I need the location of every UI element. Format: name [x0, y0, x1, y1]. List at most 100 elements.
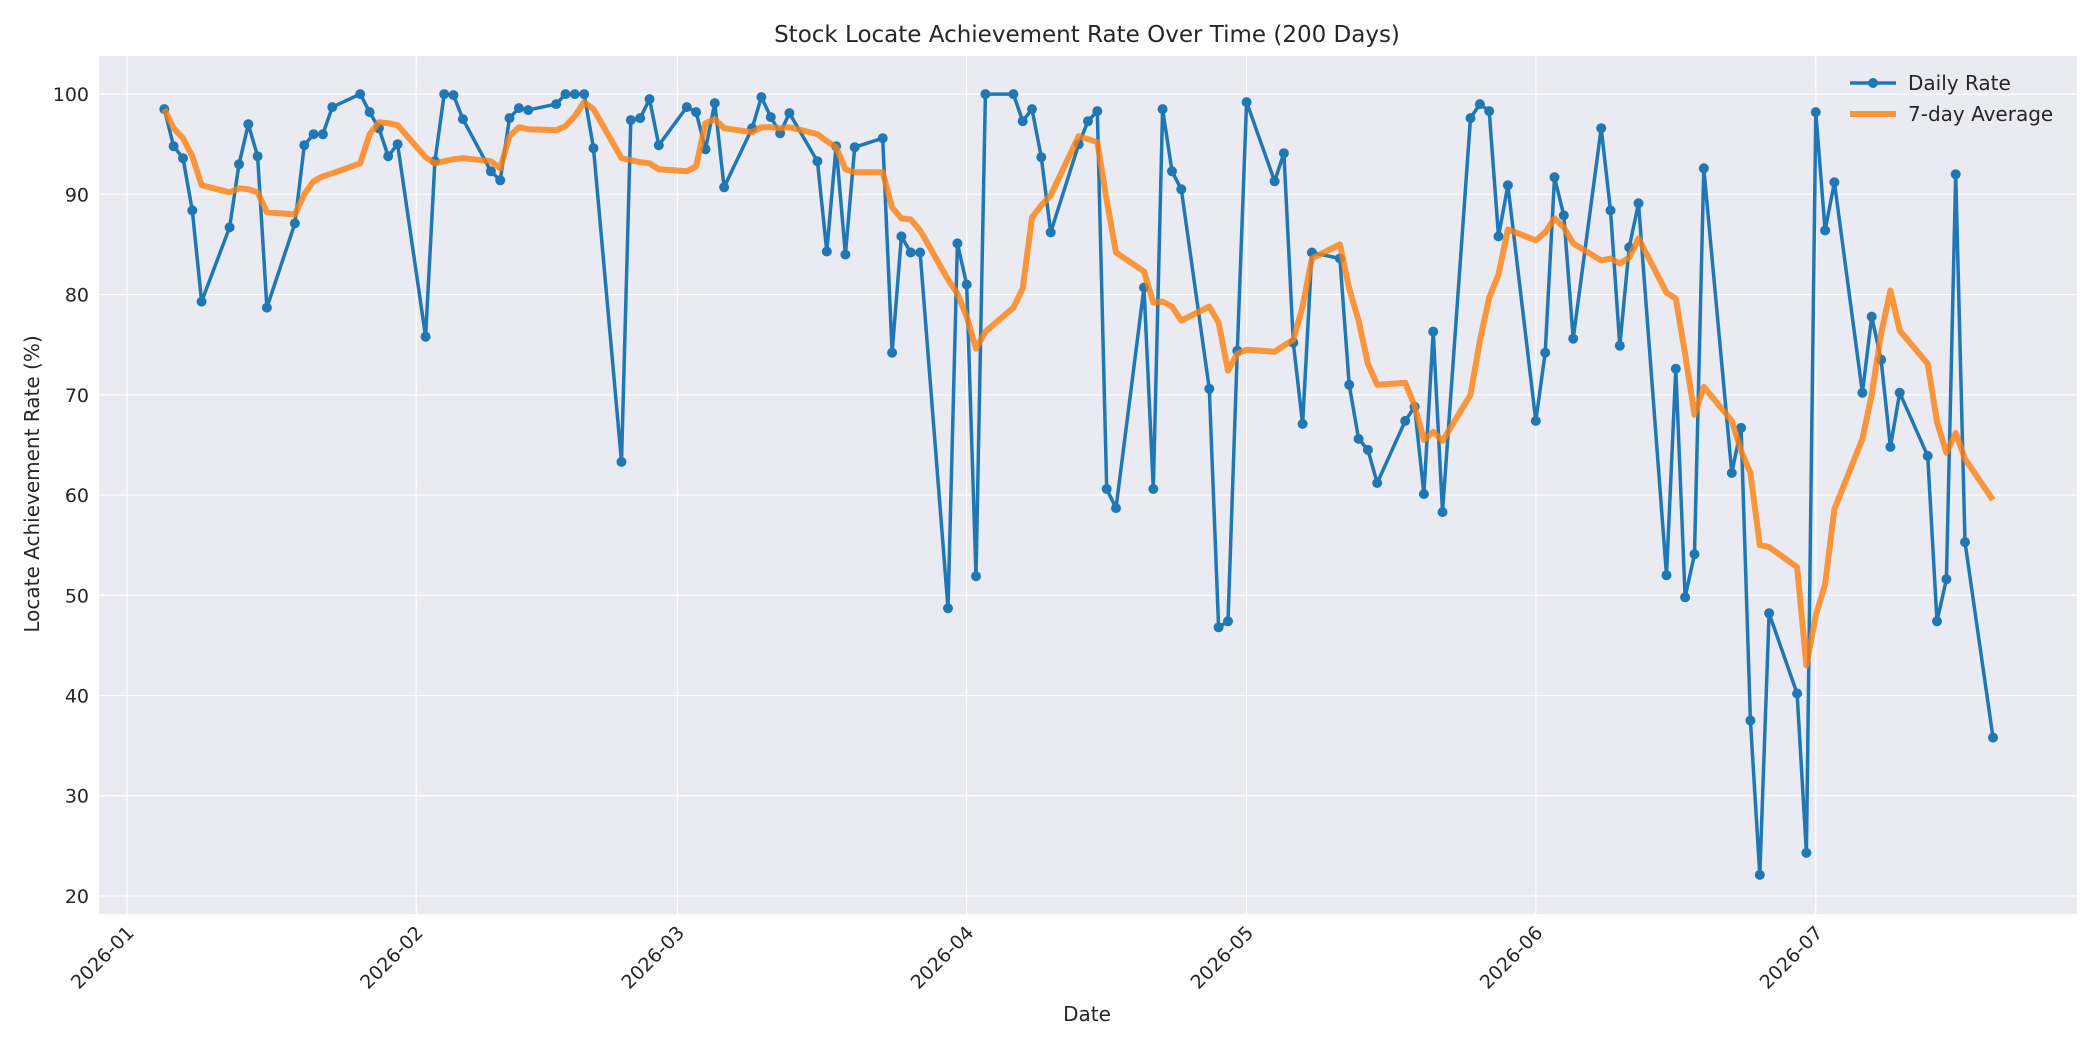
daily-rate-point	[1670, 363, 1681, 374]
x-axis-ticks: 2026-01 2026-02 2026-03 2026-04 2026-05 2026-…	[67, 922, 1827, 994]
chart-title: Stock Locate Achievement Rate Over Time …	[774, 22, 1400, 48]
daily-rate-point	[1922, 450, 1933, 461]
daily-rate-point	[719, 182, 730, 193]
daily-rate-point	[308, 129, 319, 140]
legend: Daily Rate 7-day Average	[1850, 71, 2053, 126]
daily-rate-point	[551, 99, 562, 110]
daily-rate-point	[299, 140, 310, 151]
daily-rate-point	[1027, 104, 1037, 115]
x-tick-label: 2026-04	[907, 922, 979, 994]
daily-rate-point	[1633, 198, 1644, 209]
daily-rate-point	[1698, 163, 1709, 174]
y-tick-label: 90	[65, 184, 89, 206]
daily-rate-point	[261, 302, 272, 313]
daily-rate-point	[1418, 489, 1429, 499]
x-tick-label: 2026-03	[617, 922, 689, 994]
y-tick-label: 20	[65, 886, 89, 908]
x-tick-label: 2026-05	[1186, 922, 1258, 994]
daily-rate-point	[579, 89, 590, 100]
daily-rate-point	[840, 249, 851, 260]
daily-rate-point	[1960, 537, 1970, 548]
daily-rate-point	[1493, 231, 1504, 242]
daily-rate-point	[234, 159, 244, 170]
daily-rate-point	[439, 89, 450, 100]
daily-rate-point	[1680, 592, 1691, 603]
daily-rate-point	[1764, 608, 1775, 619]
x-tick-label: 2026-02	[356, 922, 428, 994]
y-tick-label: 30	[65, 786, 89, 808]
daily-rate-point	[765, 112, 776, 123]
daily-rate-point	[1083, 116, 1093, 127]
daily-rate-point	[1894, 387, 1905, 398]
daily-rate-point	[1474, 99, 1485, 110]
daily-rate-point	[243, 119, 254, 130]
daily-rate-point	[784, 108, 795, 119]
average-line	[161, 99, 1996, 669]
daily-rate-point	[178, 153, 188, 164]
daily-rate-point	[1157, 104, 1168, 115]
daily-rate-point	[168, 141, 179, 152]
daily-rate-point	[523, 105, 534, 116]
y-tick-label: 50	[65, 585, 89, 607]
daily-rate-point	[1857, 387, 1868, 398]
daily-rate-point	[1400, 415, 1411, 426]
daily-rate-point	[1372, 478, 1383, 488]
daily-rate-point	[588, 143, 599, 154]
y-tick-label: 70	[65, 385, 89, 407]
daily-rate-point	[1661, 570, 1672, 581]
legend-daily-label: Daily Rate	[1908, 71, 2011, 95]
gridlines	[99, 56, 2077, 914]
daily-rate-point	[1362, 444, 1373, 455]
daily-rate-point	[327, 102, 338, 113]
daily-rate-point	[485, 166, 496, 177]
daily-rate-point	[1148, 484, 1159, 494]
daily-rate-point	[709, 98, 720, 109]
daily-rate-point	[495, 175, 506, 186]
daily-rate-point	[1213, 622, 1224, 633]
daily-rate-point	[187, 205, 198, 216]
daily-rate-point	[821, 246, 832, 257]
daily-rate-point	[1689, 549, 1700, 560]
daily-rate-point	[1223, 616, 1233, 627]
daily-rate-point	[1988, 732, 1998, 743]
daily-rate-point	[1558, 210, 1569, 221]
daily-rate-point	[224, 222, 235, 233]
daily-rate-point	[1278, 148, 1289, 159]
daily-rate-point	[196, 296, 207, 307]
y-tick-label: 60	[65, 485, 89, 507]
daily-rate-point	[1754, 869, 1765, 880]
daily-rate-point	[756, 92, 767, 103]
y-axis-label: Locate Achievement Rate (%)	[20, 335, 44, 632]
daily-rate-point	[896, 231, 907, 242]
daily-rate-point	[355, 89, 366, 100]
daily-rate-point	[1820, 225, 1831, 236]
daily-rate-point	[691, 107, 702, 118]
daily-rate-point	[887, 347, 898, 358]
x-axis-label: Date	[1063, 1002, 1111, 1026]
daily-rate-point	[420, 331, 431, 342]
x-tick-label: 2026-06	[1476, 922, 1548, 994]
daily-rate-point	[653, 140, 664, 151]
daily-rate-point	[1484, 106, 1495, 117]
daily-rate-point	[383, 151, 394, 162]
series-layer	[159, 89, 1998, 880]
daily-rate-point	[1614, 340, 1625, 351]
y-tick-label: 80	[65, 285, 89, 307]
daily-rate-point	[616, 456, 627, 467]
daily-rate-point	[1428, 326, 1439, 337]
daily-rate-point	[943, 603, 953, 614]
daily-rate-point	[971, 571, 981, 582]
daily-rate-point	[1568, 333, 1579, 344]
daily-rate-point	[1502, 180, 1513, 191]
daily-rate-point	[1017, 116, 1028, 127]
daily-rate-point	[877, 133, 888, 144]
daily-rate-point	[952, 238, 963, 249]
daily-rate-point	[1726, 468, 1737, 478]
daily-rate-point	[1932, 616, 1942, 627]
daily-rate-point	[1353, 433, 1364, 444]
y-axis-ticks: 20 30 40 50 60 70 80 90 100	[53, 84, 89, 908]
daily-rate-point	[961, 279, 972, 290]
daily-rate-point	[1036, 152, 1047, 163]
daily-rate-point	[252, 151, 263, 162]
